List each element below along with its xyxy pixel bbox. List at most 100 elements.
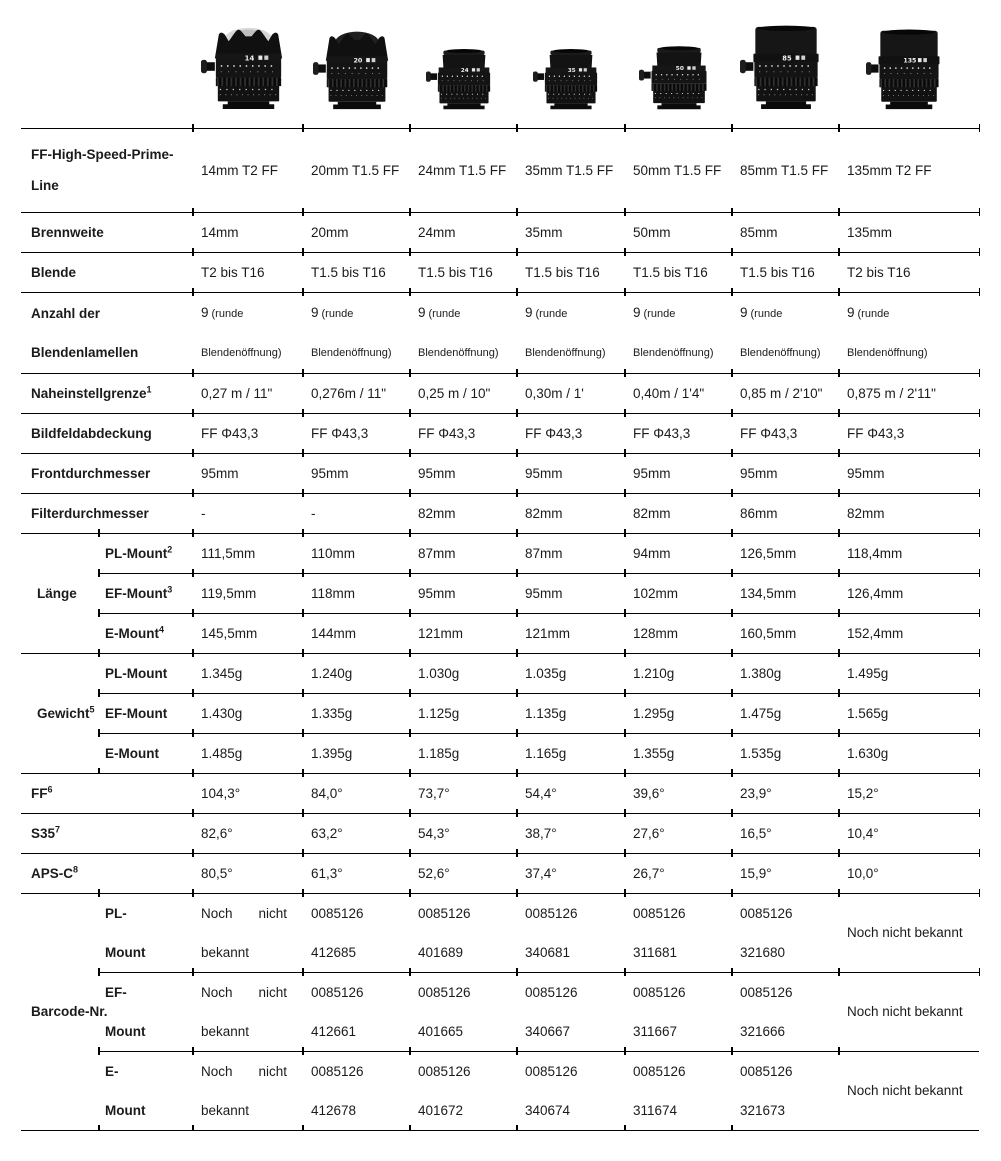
barcode-prefix: 0085126 xyxy=(740,1063,793,1079)
blade-note: (runde xyxy=(857,307,890,320)
cell: FF Φ43,3 xyxy=(838,409,980,453)
cell: T2 bis T16 xyxy=(838,248,980,292)
barcode-prefix: 0085126 xyxy=(633,984,686,1000)
cell: 39,6° xyxy=(624,769,732,813)
barcode-suffix: 321673 xyxy=(740,1102,786,1118)
blade-count: 9 xyxy=(201,304,209,320)
barcode-suffix: 401672 xyxy=(418,1102,464,1118)
svg-text:14: 14 xyxy=(244,54,254,62)
cell: 1.165g xyxy=(516,729,625,773)
cell-barcode: 0085126 340667 xyxy=(516,968,625,1051)
cell: 1.345g xyxy=(192,649,303,693)
blade-note: (runde xyxy=(750,307,783,320)
row-label: Bildfeldabdeckung xyxy=(21,412,193,453)
cell: T1.5 bis T16 xyxy=(624,248,732,292)
row-bildfeldabdeckung: Bildfeldabdeckung FF Φ43,3 FF Φ43,3 FF Φ… xyxy=(21,409,980,453)
lens-photo-135mm: 135 xyxy=(839,0,979,128)
cell: FF Φ43,3 xyxy=(731,409,839,453)
cell: 87mm xyxy=(516,529,625,573)
cell: 61,3° xyxy=(302,849,410,893)
mount-label-line2: Mount xyxy=(105,1023,146,1039)
cell: 1.135g xyxy=(516,689,625,733)
row-laenge-ef: EF-Mount3 119,5mm 118mm 95mm 95mm 102mm … xyxy=(21,569,980,613)
cell: 111,5mm xyxy=(192,529,303,573)
blade-count: 9 xyxy=(418,304,426,320)
cell: 20mm xyxy=(302,208,410,252)
cell: 95mm xyxy=(192,449,303,493)
lens-photo-row: 14 20 24 35 50 85 135 xyxy=(21,0,979,128)
cell: 87mm xyxy=(409,529,517,573)
cell: 1.295g xyxy=(624,689,732,733)
row-label: Naheinstellgrenze1 xyxy=(21,372,193,413)
lens-illustration: 14 xyxy=(200,27,282,109)
svg-text:20: 20 xyxy=(353,56,362,64)
mount-label-line1: EF- xyxy=(105,984,127,1000)
cell: T1.5 bis T16 xyxy=(409,248,517,292)
cell: 1.125g xyxy=(409,689,517,733)
cell: 84,0° xyxy=(302,769,410,813)
barcode-suffix: 311674 xyxy=(633,1102,678,1118)
cell-barcode: 0085126 401672 xyxy=(409,1047,517,1131)
row-label: Blende xyxy=(21,251,193,292)
cell: 82,6° xyxy=(192,809,303,853)
cell: 24mm xyxy=(409,208,517,252)
cell-barcode-na: Noch nicht bekannt xyxy=(838,968,980,1051)
cell-barcode: 0085126 340674 xyxy=(516,1047,625,1131)
cell: 15,2° xyxy=(838,769,980,813)
cell-barcode: 0085126 321666 xyxy=(731,968,839,1051)
cell-barcode: 0085126 401665 xyxy=(409,968,517,1051)
sub-label: PL-Mount xyxy=(98,649,193,693)
row-blendenlamellen: Anzahl der Blendenlamellen 9 (runde Blende… xyxy=(21,288,980,373)
footnote-ref: 5 xyxy=(89,704,95,714)
row-label-text: Naheinstellgrenze xyxy=(31,385,147,401)
cell: 95mm xyxy=(731,449,839,493)
cell: 73,7° xyxy=(409,769,517,813)
cell: 16,5° xyxy=(731,809,839,853)
row-gewicht-ef: EF-Mount 1.430g 1.335g 1.125g 1.135g 1.2… xyxy=(21,689,980,733)
row-label: APS-C8 xyxy=(21,852,193,893)
cell: 52,6° xyxy=(409,849,517,893)
row-apsc-angle: APS-C8 80,5° 61,3° 52,6° 37,4° 26,7° 15,… xyxy=(21,849,980,893)
cell: 9 (runde Blendenöffnung) xyxy=(731,288,839,373)
barcode-suffix: 412678 xyxy=(311,1102,357,1118)
row-label-text: APS-C xyxy=(31,865,74,881)
row-label-text: FF xyxy=(31,785,48,801)
blade-note: (runde xyxy=(321,307,354,320)
cell: 1.430g xyxy=(192,689,303,733)
barcode-prefix: 0085126 xyxy=(311,1063,364,1079)
blade-note: (runde xyxy=(643,307,676,320)
row-barcode-ef: EF- Mount Noch nicht bekannt 0085126 412661 … xyxy=(21,968,980,1051)
mount-label: EF-Mount xyxy=(105,585,168,601)
na-word: nicht xyxy=(258,984,287,1000)
mount-label-line2: Mount xyxy=(105,1102,146,1118)
row-filterdurchmesser: Filterdurchmesser - - 82mm 82mm 82mm 86m… xyxy=(21,489,980,533)
barcode-suffix: 321666 xyxy=(740,1023,786,1039)
sub-label: EF-Mount3 xyxy=(98,569,193,613)
cell: T1.5 bis T16 xyxy=(731,248,839,292)
cell-barcode-na: Noch nicht bekannt xyxy=(192,889,303,972)
na-word: nicht xyxy=(258,905,287,921)
barcode-suffix: 340674 xyxy=(525,1102,571,1118)
cell: 54,4° xyxy=(516,769,625,813)
row-laenge-e: E-Mount4 145,5mm 144mm 121mm 121mm 128mm… xyxy=(21,609,980,653)
cell: 27,6° xyxy=(624,809,732,853)
mount-label: E-Mount xyxy=(105,625,159,641)
sub-label: EF-Mount xyxy=(98,689,193,733)
row-label-line1: Anzahl der xyxy=(31,305,101,321)
cell: 0,27 m / 11" xyxy=(192,369,303,413)
footnote-ref: 3 xyxy=(167,584,173,594)
lens-name: 24mm T1.5 FF xyxy=(409,124,517,212)
barcode-prefix: 0085126 xyxy=(418,1063,471,1079)
row-label: Anzahl der Blendenlamellen xyxy=(21,291,193,373)
cell: T1.5 bis T16 xyxy=(516,248,625,292)
barcode-prefix: 0085126 xyxy=(740,905,793,921)
cell: 95mm xyxy=(624,449,732,493)
cell: 9 (runde Blendenöffnung) xyxy=(516,288,625,373)
cell-barcode-na: Noch nicht bekannt xyxy=(838,889,980,972)
barcode-prefix: 0085126 xyxy=(633,1063,686,1079)
na-word: nicht xyxy=(258,1063,287,1079)
na-word: Noch xyxy=(201,905,233,921)
row-blende: Blende T2 bis T16 T1.5 bis T16 T1.5 bis … xyxy=(21,248,980,292)
cell: FF Φ43,3 xyxy=(302,409,410,453)
cell: 126,5mm xyxy=(731,529,839,573)
